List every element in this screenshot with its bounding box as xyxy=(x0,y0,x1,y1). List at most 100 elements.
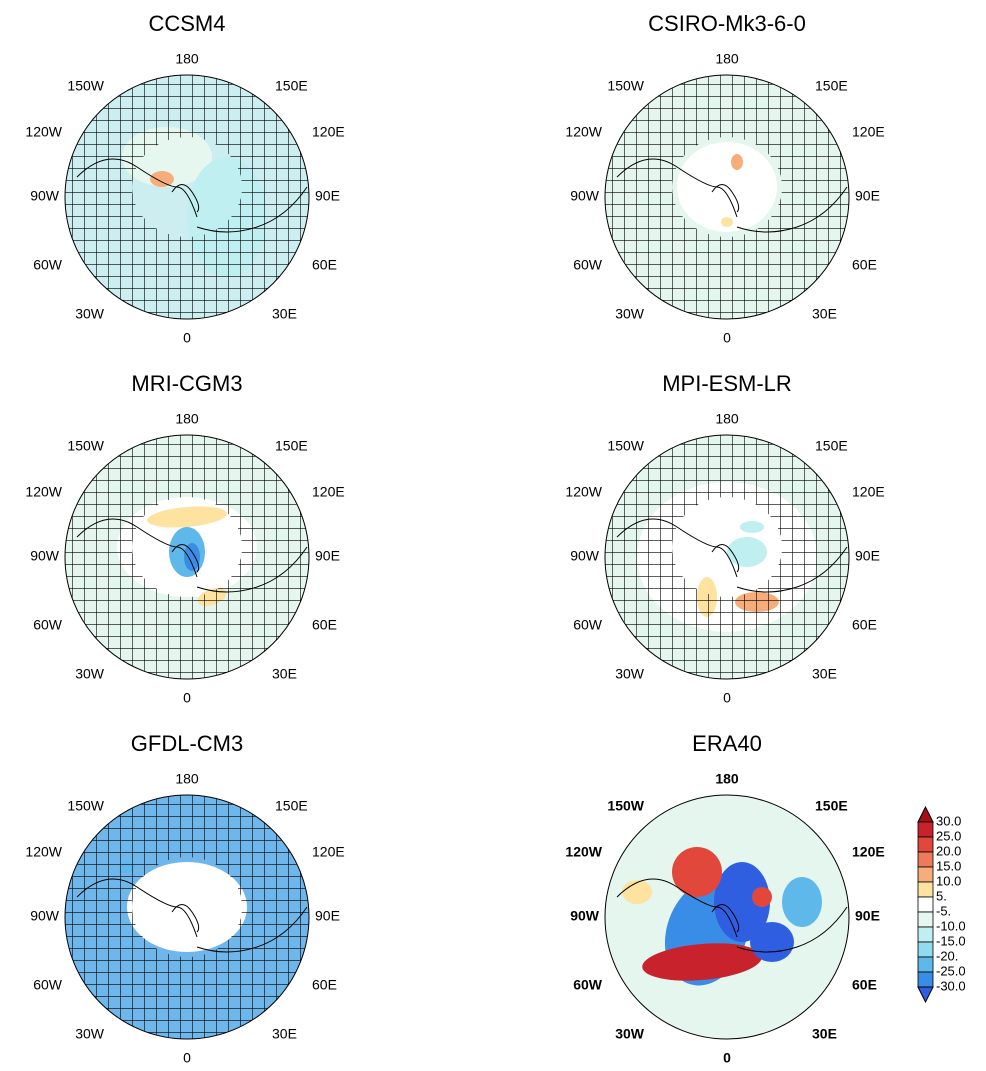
colorbar-band xyxy=(918,882,933,897)
longitude-label: 90E xyxy=(855,908,880,924)
longitude-label: 150W xyxy=(67,798,104,814)
colorbar-band xyxy=(918,867,933,882)
longitude-label: 60W xyxy=(573,977,603,993)
anomaly xyxy=(752,887,772,907)
longitude-label: 60E xyxy=(312,977,337,993)
longitude-label: 60E xyxy=(852,617,877,633)
longitude-label: 120E xyxy=(852,844,885,860)
map-body xyxy=(65,795,309,1039)
longitude-label: 30W xyxy=(75,306,105,322)
panel-title: GFDL-CM3 xyxy=(131,731,243,756)
panel-title: MRI-CGM3 xyxy=(131,371,242,396)
longitude-label: 30E xyxy=(272,1026,297,1042)
longitude-label: 120E xyxy=(312,844,345,860)
longitude-label: 120E xyxy=(852,484,885,500)
significance-hatch xyxy=(65,75,309,319)
longitude-label: 60W xyxy=(33,617,63,633)
longitude-label: 90E xyxy=(315,908,340,924)
colorbar-band xyxy=(918,897,933,912)
significance-hatch xyxy=(605,435,849,679)
longitude-label: 120W xyxy=(565,484,602,500)
colorbar-band xyxy=(918,972,933,987)
longitude-label: 120E xyxy=(312,124,345,140)
longitude-label: 90W xyxy=(570,188,600,204)
longitude-label: 150E xyxy=(815,78,848,94)
longitude-label: 30E xyxy=(812,666,837,682)
colorbar-label: 15.0 xyxy=(936,858,961,873)
longitude-label: 30W xyxy=(75,666,105,682)
map-body xyxy=(65,75,309,319)
longitude-label: 180 xyxy=(175,771,199,787)
longitude-label: 60W xyxy=(33,977,63,993)
colorbar: 30.025.020.015.010.05.-5.-10.0-15.0-20.-… xyxy=(918,807,966,1002)
figure: CCSM4180150W150E120W120E90W90E60W60E30W3… xyxy=(0,0,986,1071)
longitude-label: 120W xyxy=(25,484,62,500)
colorbar-band xyxy=(918,927,933,942)
colorbar-label: -30.0 xyxy=(936,978,966,993)
significance-hatch xyxy=(65,435,309,679)
anomaly xyxy=(672,847,722,897)
longitude-label: 0 xyxy=(723,690,731,706)
map-body xyxy=(605,75,849,319)
longitude-label: 60W xyxy=(33,257,63,273)
colorbar-label: -5. xyxy=(936,903,951,918)
longitude-label: 90E xyxy=(315,188,340,204)
colorbar-band xyxy=(918,852,933,867)
longitude-label: 180 xyxy=(715,411,739,427)
colorbar-band xyxy=(918,822,933,837)
significance-hatch xyxy=(605,75,849,319)
colorbar-label: -10.0 xyxy=(936,918,966,933)
map-panel: GFDL-CM3 180 150W 150E 120W 120E 90W 90E 60W 60E 3… xyxy=(25,731,344,1066)
longitude-label: 150W xyxy=(67,438,104,454)
longitude-label: 150W xyxy=(607,438,644,454)
longitude-label: 180 xyxy=(715,51,739,67)
longitude-label: 150E xyxy=(815,798,848,814)
colorbar-label: -20. xyxy=(936,948,958,963)
longitude-label: 60E xyxy=(852,977,877,993)
colorbar-band xyxy=(918,942,933,957)
longitude-label: 60E xyxy=(852,257,877,273)
longitude-label: 90E xyxy=(855,188,880,204)
longitude-label: 150E xyxy=(275,438,308,454)
map-body xyxy=(605,435,849,679)
longitude-label: 150E xyxy=(275,78,308,94)
longitude-label: 180 xyxy=(175,411,199,427)
longitude-label: 120W xyxy=(25,124,62,140)
panel-title: CSIRO-Mk3-6-0 xyxy=(648,11,806,36)
longitude-label: 90E xyxy=(855,548,880,564)
colorbar-band xyxy=(918,957,933,972)
map-body xyxy=(605,795,849,1039)
longitude-label: 0 xyxy=(183,330,191,346)
longitude-label: 150W xyxy=(607,798,644,814)
longitude-label: 30E xyxy=(812,1026,837,1042)
colorbar-band xyxy=(918,912,933,927)
colorbar-band xyxy=(918,837,933,852)
map-body xyxy=(65,435,309,679)
longitude-label: 90W xyxy=(30,548,60,564)
anomaly xyxy=(750,922,794,962)
longitude-label: 30W xyxy=(75,1026,105,1042)
longitude-label: 150W xyxy=(607,78,644,94)
longitude-label: 30E xyxy=(272,306,297,322)
longitude-label: 150E xyxy=(815,438,848,454)
anomaly xyxy=(622,880,652,904)
longitude-label: 60E xyxy=(312,617,337,633)
colorbar-label: -15.0 xyxy=(936,933,966,948)
colorbar-label: 25.0 xyxy=(936,828,961,843)
longitude-label: 150E xyxy=(275,798,308,814)
panel-title: ERA40 xyxy=(692,731,762,756)
colorbar-label: 20.0 xyxy=(936,843,961,858)
longitude-label: 180 xyxy=(715,771,739,787)
longitude-label: 180 xyxy=(175,51,199,67)
longitude-label: 120W xyxy=(565,844,602,860)
longitude-label: 120E xyxy=(312,484,345,500)
colorbar-label: 10.0 xyxy=(936,873,961,888)
longitude-label: 120W xyxy=(25,844,62,860)
longitude-label: 90W xyxy=(30,908,60,924)
longitude-label: 30E xyxy=(272,666,297,682)
longitude-label: 120W xyxy=(565,124,602,140)
